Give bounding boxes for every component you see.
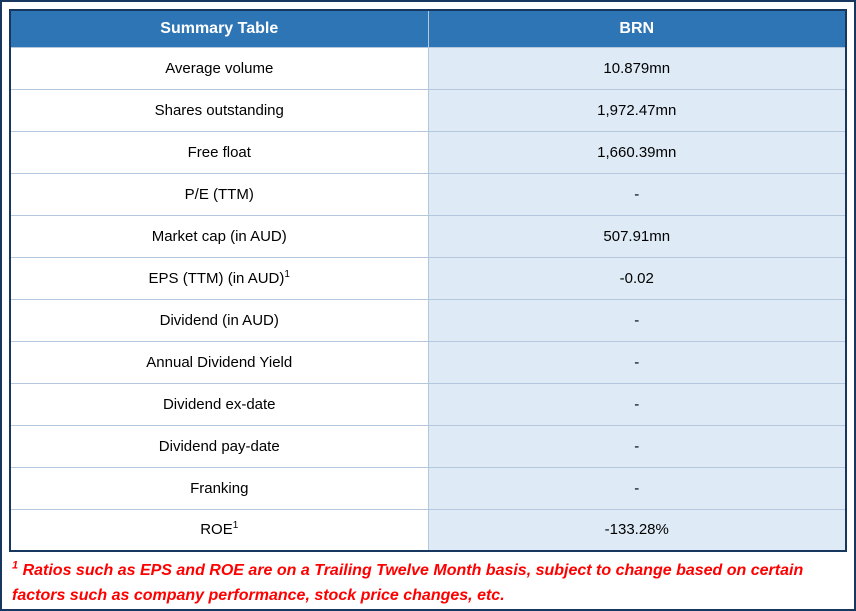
footnote-superscript: 1: [12, 559, 19, 572]
metric-label: EPS (TTM) (in AUD): [148, 269, 285, 287]
value-cell: 507.91mn: [427, 214, 847, 258]
metric-cell: Market cap (in AUD): [9, 214, 429, 258]
metric-cell: Dividend pay-date: [9, 424, 429, 468]
table-row: Franking -: [9, 466, 847, 510]
metric-superscript: 1: [284, 268, 290, 280]
metric-label: ROE: [200, 521, 233, 539]
table-row: ROE1 -133.28%: [9, 508, 847, 552]
summary-table: Summary Table BRN Average volume 10.879m…: [9, 9, 847, 552]
metric-cell: Franking: [9, 466, 429, 510]
table-body: Average volume 10.879mn Shares outstandi…: [9, 46, 847, 552]
metric-label: Shares outstanding: [154, 101, 284, 119]
table-row: Annual Dividend Yield -: [9, 340, 847, 384]
metric-cell: Annual Dividend Yield: [9, 340, 429, 384]
table-row: Free float 1,660.39mn: [9, 130, 847, 174]
metric-label: P/E (TTM): [184, 185, 254, 203]
value-cell: -: [427, 172, 847, 216]
table-header-row: Summary Table BRN: [9, 9, 847, 48]
table-row: Dividend (in AUD) -: [9, 298, 847, 342]
metric-cell: ROE1: [9, 508, 429, 552]
table-header-ticker: BRN: [427, 9, 847, 48]
metric-cell: Shares outstanding: [9, 88, 429, 132]
table-row: Dividend pay-date -: [9, 424, 847, 468]
table-header-metric: Summary Table: [9, 9, 429, 48]
table-row: Dividend ex-date -: [9, 382, 847, 426]
metric-cell: P/E (TTM): [9, 172, 429, 216]
table-row: Average volume 10.879mn: [9, 46, 847, 90]
metric-label: Dividend (in AUD): [159, 311, 279, 329]
table-row: P/E (TTM) -: [9, 172, 847, 216]
metric-cell: EPS (TTM) (in AUD)1: [9, 256, 429, 300]
metric-label: Dividend pay-date: [158, 437, 280, 455]
table-row: EPS (TTM) (in AUD)1 -0.02: [9, 256, 847, 300]
table-row: Shares outstanding 1,972.47mn: [9, 88, 847, 132]
metric-label: Annual Dividend Yield: [146, 353, 293, 371]
metric-superscript: 1: [232, 520, 239, 532]
metric-cell: Dividend (in AUD): [9, 298, 429, 342]
value-cell: -: [427, 466, 847, 510]
footnote-text: Ratios such as EPS and ROE are on a Trai…: [12, 562, 804, 604]
metric-label: Average volume: [165, 59, 274, 77]
metric-cell: Free float: [9, 130, 429, 174]
table-row: Market cap (in AUD) 507.91mn: [9, 214, 847, 258]
footnote: 1 Ratios such as EPS and ROE are on a Tr…: [9, 559, 847, 609]
value-cell: -: [427, 340, 847, 384]
metric-label: Franking: [190, 479, 249, 497]
value-cell: -0.02: [427, 256, 847, 300]
metric-cell: Average volume: [9, 46, 429, 90]
metric-label: Dividend ex-date: [162, 395, 276, 413]
metric-cell: Dividend ex-date: [9, 382, 429, 426]
value-cell: -: [427, 298, 847, 342]
value-cell: 1,660.39mn: [427, 130, 847, 174]
value-cell: -: [427, 424, 847, 468]
value-cell: -: [427, 382, 847, 426]
metric-label: Free float: [187, 143, 251, 161]
metric-label: Market cap (in AUD): [151, 227, 287, 245]
value-cell: -133.28%: [427, 508, 847, 552]
value-cell: 1,972.47mn: [427, 88, 847, 132]
value-cell: 10.879mn: [427, 46, 847, 90]
